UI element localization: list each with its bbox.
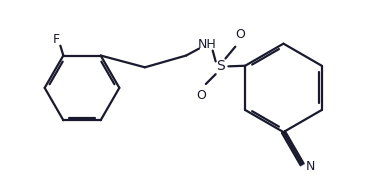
Text: N: N <box>305 160 315 173</box>
Text: NH: NH <box>198 38 216 51</box>
Text: O: O <box>235 28 245 41</box>
Text: F: F <box>53 33 60 46</box>
Text: O: O <box>196 89 206 102</box>
Text: S: S <box>216 59 225 73</box>
